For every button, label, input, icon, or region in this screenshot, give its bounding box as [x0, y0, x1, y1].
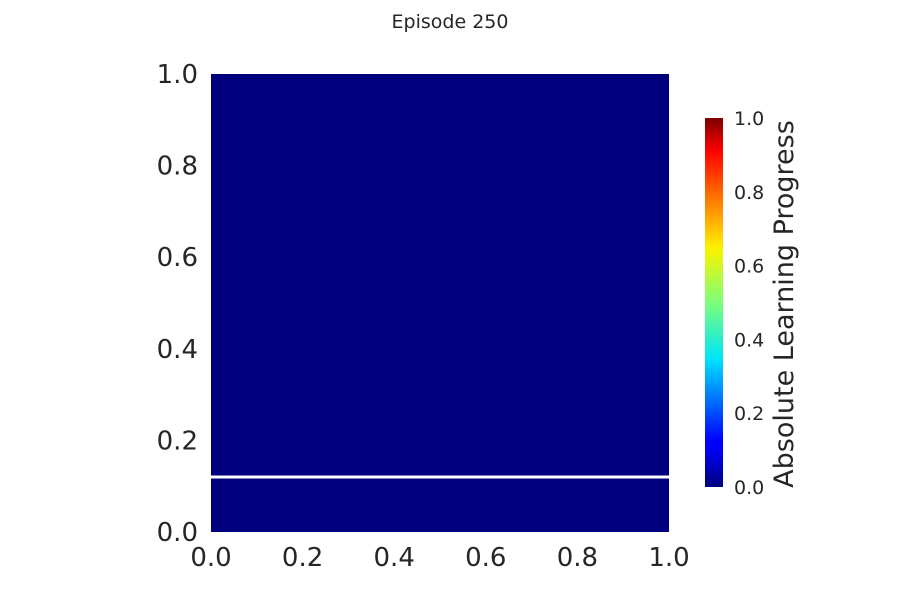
- x-tick-label: 0.2: [282, 543, 323, 573]
- heatmap-plot-area: [211, 74, 669, 532]
- y-tick-label: 0.0: [157, 518, 198, 548]
- colorbar: [705, 118, 723, 487]
- x-axis: 0.0 0.2 0.4 0.6 0.8 1.0: [190, 543, 689, 573]
- heatmap-region: [211, 477, 669, 532]
- y-tick-label: 0.8: [157, 152, 198, 182]
- x-tick-label: 0.8: [557, 543, 598, 573]
- colorbar-tick-label: 0.8: [734, 182, 764, 204]
- x-tick-label: 1.0: [648, 543, 689, 573]
- x-tick-label: 0.0: [190, 543, 231, 573]
- y-tick-label: 0.4: [157, 335, 198, 365]
- y-tick-label: 1.0: [157, 60, 198, 90]
- y-tick-label: 0.2: [157, 426, 198, 456]
- colorbar-ticks: 0.0 0.2 0.4 0.6 0.8 1.0: [734, 108, 764, 499]
- y-tick-label: 0.6: [157, 243, 198, 273]
- x-tick-label: 0.6: [465, 543, 506, 573]
- heatmap-region: [211, 74, 669, 478]
- y-axis: 0.0 0.2 0.4 0.6 0.8 1.0: [157, 60, 198, 548]
- colorbar-tick-label: 0.2: [734, 403, 764, 425]
- colorbar-tick-label: 0.6: [734, 256, 764, 278]
- colorbar-label: Absolute Learning Progress: [769, 120, 800, 488]
- x-tick-label: 0.4: [374, 543, 415, 573]
- colorbar-tick-label: 0.4: [734, 329, 764, 351]
- colorbar-tick-label: 0.0: [734, 477, 764, 499]
- colorbar-tick-label: 1.0: [734, 108, 764, 130]
- chart-title: Episode 250: [392, 11, 509, 33]
